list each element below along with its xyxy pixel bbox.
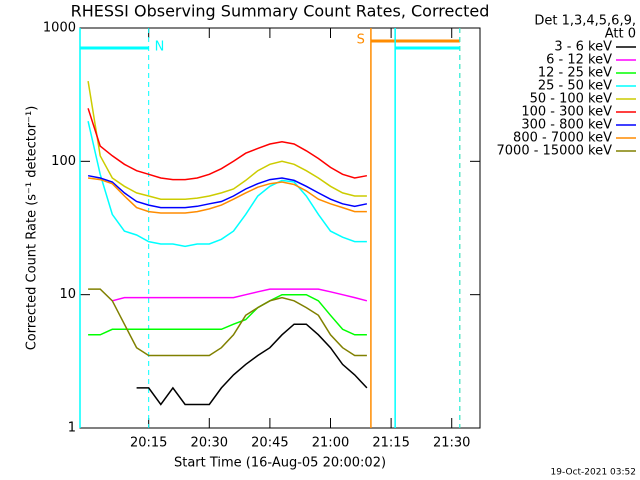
legend-title: Att 0	[605, 27, 636, 42]
series-line	[87, 108, 368, 181]
series-line	[87, 174, 368, 209]
x-tick-label: 20:45	[251, 436, 288, 451]
plot-frame	[79, 27, 481, 429]
legend-label: 300 - 800 keV	[521, 118, 612, 133]
x-tick-label: 20:30	[191, 436, 228, 451]
y-tick-label: 1	[68, 421, 76, 436]
x-tick-label: 20:15	[130, 436, 167, 451]
legend-label: 800 - 7000 keV	[513, 131, 612, 146]
interval-label: S	[357, 33, 365, 48]
legend-label: 100 - 300 keV	[521, 105, 612, 120]
footer: 19-Oct-2021 03:52	[551, 468, 636, 478]
series-line	[112, 288, 368, 302]
legend-label: 25 - 50 keV	[538, 79, 612, 94]
y-axis-label: Corrected Count Rate (s⁻¹ detector⁻¹)	[25, 106, 40, 351]
interval-label: N	[155, 40, 165, 55]
x-axis-label: Start Time (16-Aug-05 20:00:02)	[174, 456, 386, 471]
x-tick-label: 21:00	[312, 436, 349, 451]
y-tick-label: 10	[59, 287, 76, 302]
series-line	[88, 177, 367, 214]
legend-label: 50 - 100 keV	[530, 92, 613, 107]
legend-label: 3 - 6 keV	[554, 40, 612, 55]
y-tick-label: 1000	[43, 21, 76, 36]
series-line	[88, 293, 367, 336]
chart-title: RHESSI Observing Summary Count Rates, Co…	[71, 2, 490, 21]
legend-title: Det 1,3,4,5,6,9,	[534, 14, 636, 29]
legend-label: 6 - 12 keV	[546, 53, 612, 68]
legend-label: 12 - 25 keV	[538, 66, 612, 81]
series-line	[87, 80, 367, 200]
series-line	[136, 323, 368, 406]
legend-label: 7000 - 15000 keV	[497, 144, 613, 159]
y-tick-label: 100	[51, 154, 76, 169]
series-line	[88, 288, 367, 357]
series-line	[87, 121, 367, 248]
x-tick-label: 21:15	[372, 436, 409, 451]
x-tick-label: 21:30	[433, 436, 470, 451]
